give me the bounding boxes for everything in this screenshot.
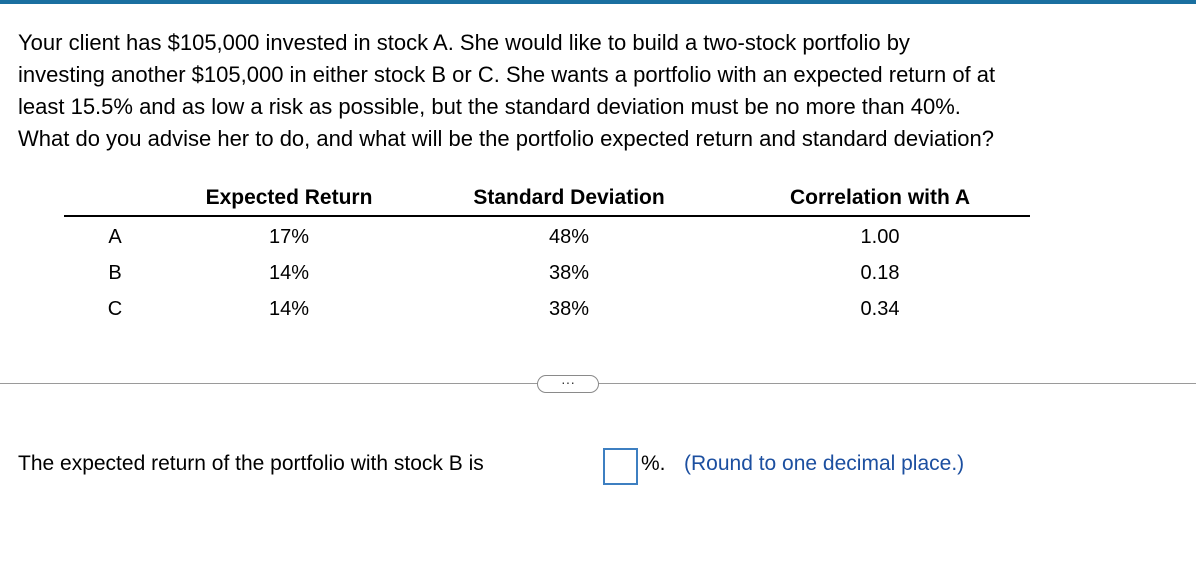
table-cell: 17% <box>268 226 310 248</box>
question-line: least 15.5% and as low a risk as possibl… <box>18 94 961 119</box>
question-line: What do you advise her to do, and what w… <box>18 126 994 151</box>
answer-hint: (Round to one decimal place.) <box>684 452 965 475</box>
table-cell: 38% <box>548 298 590 320</box>
expand-button[interactable]: ··· <box>537 375 599 393</box>
header-rule <box>64 215 1030 217</box>
table-cell: 38% <box>548 262 590 284</box>
column-header: Expected Return <box>205 186 373 209</box>
top-bar <box>0 0 1196 4</box>
table-cell: 48% <box>548 226 590 248</box>
column-header: Standard Deviation <box>473 186 665 209</box>
answer-input[interactable] <box>603 448 638 485</box>
question-line: Your client has $105,000 invested in sto… <box>18 30 910 55</box>
table-cell: 14% <box>268 262 310 284</box>
question-line: investing another $105,000 in either sto… <box>18 62 996 87</box>
table-cell: 0.34 <box>860 298 900 320</box>
row-label: C <box>107 298 123 320</box>
table-cell: 14% <box>268 298 310 320</box>
answer-unit: %. <box>641 452 666 475</box>
table-cell: 1.00 <box>860 226 900 248</box>
answer-prompt: The expected return of the portfolio wit… <box>18 452 484 475</box>
column-header: Correlation with A <box>789 186 971 209</box>
table-cell: 0.18 <box>860 262 900 284</box>
row-label: A <box>108 226 122 248</box>
row-label: B <box>108 262 122 284</box>
